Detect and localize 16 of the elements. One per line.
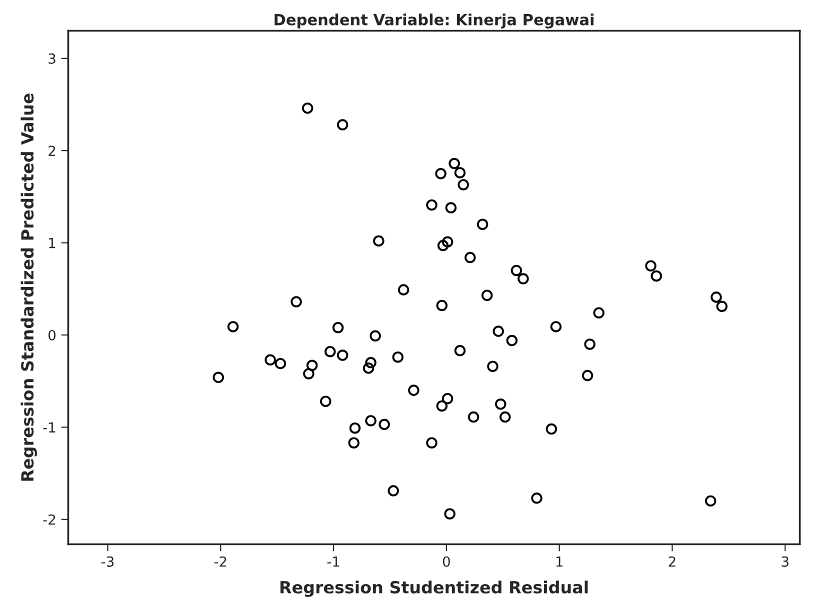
y-tick-label: 1	[49, 238, 56, 248]
y-tick-label: 0	[48, 330, 56, 340]
x-tick-label: 1	[556, 556, 562, 567]
chart-title: Dependent Variable: Kinerja Pegawai	[274, 14, 594, 28]
y-axis-title: Regression Standardized Predicted Value	[20, 94, 38, 481]
x-axis-title: Regression Studentized Residual	[280, 580, 588, 597]
y-tick-label: -1	[43, 422, 56, 432]
y-tick-label: 2	[48, 146, 56, 156]
x-tick-label: 3	[782, 556, 788, 567]
x-tick-label: 0	[442, 556, 450, 567]
x-tick-label: -1	[327, 556, 340, 567]
y-tick-label: 3	[48, 53, 56, 64]
x-tick-label: 2	[668, 556, 676, 567]
x-tick-label: -2	[214, 556, 226, 567]
y-tick-label: -2	[43, 514, 56, 525]
x-tick-label: -3	[101, 556, 114, 567]
